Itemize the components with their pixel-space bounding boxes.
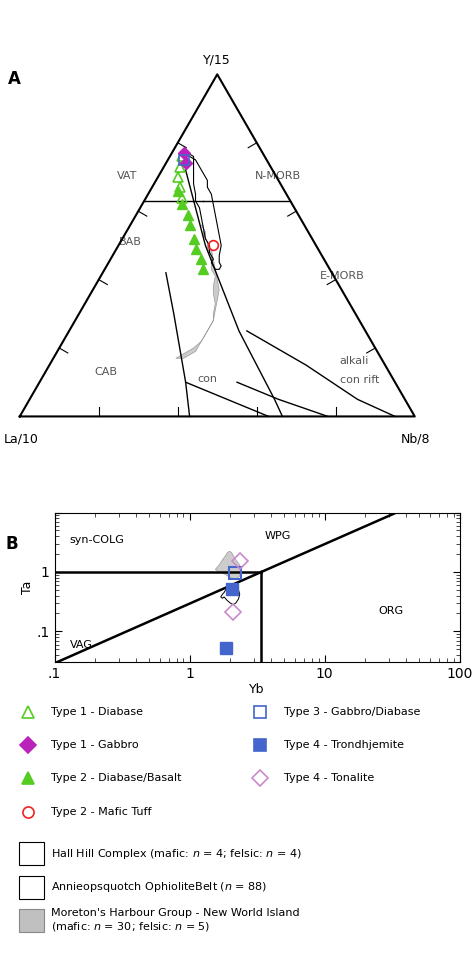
Text: Type 3 - Gabbro/Diabase: Type 3 - Gabbro/Diabase — [283, 707, 420, 717]
Text: CAB: CAB — [95, 367, 118, 377]
Text: BAB: BAB — [118, 237, 141, 248]
Polygon shape — [176, 225, 219, 359]
Text: Type 1 - Diabase: Type 1 - Diabase — [51, 707, 143, 717]
Text: Hall Hill Complex (mafic: $n$ = 4; felsic: $n$ = 4): Hall Hill Complex (mafic: $n$ = 4; felsi… — [51, 847, 302, 861]
Text: syn-COLG: syn-COLG — [70, 535, 125, 544]
Text: Nb/8: Nb/8 — [401, 432, 430, 445]
Y-axis label: Ta: Ta — [21, 581, 34, 594]
Text: con rift: con rift — [340, 375, 379, 385]
Text: N-MORB: N-MORB — [255, 171, 301, 182]
X-axis label: Yb: Yb — [249, 683, 265, 695]
Text: Annieopsquotch OphioliteBelt ($n$ = 88): Annieopsquotch OphioliteBelt ($n$ = 88) — [51, 880, 268, 894]
Text: Type 4 - Trondhjemite: Type 4 - Trondhjemite — [283, 740, 403, 750]
Text: Type 1 - Gabbro: Type 1 - Gabbro — [51, 740, 139, 750]
Text: Moreton's Harbour Group - New World Island
(mafic: $n$ = 30; felsic: $n$ = 5): Moreton's Harbour Group - New World Isla… — [51, 908, 300, 933]
Text: E-MORB: E-MORB — [320, 271, 365, 280]
Text: VAG: VAG — [70, 639, 93, 650]
FancyBboxPatch shape — [19, 909, 45, 932]
Polygon shape — [215, 551, 241, 579]
Text: ORG: ORG — [378, 606, 403, 616]
Text: La/10: La/10 — [4, 432, 39, 445]
Text: alkali: alkali — [340, 356, 369, 366]
Text: VAT: VAT — [117, 171, 137, 182]
Text: Y/15: Y/15 — [203, 53, 231, 67]
Text: A: A — [8, 71, 21, 88]
Text: Type 2 - Diabase/Basalt: Type 2 - Diabase/Basalt — [51, 774, 182, 783]
Text: B: B — [6, 535, 18, 553]
Text: con: con — [198, 374, 218, 384]
Text: WPG: WPG — [265, 531, 291, 542]
Text: Type 4 - Tonalite: Type 4 - Tonalite — [283, 774, 374, 783]
Text: Type 2 - Mafic Tuff: Type 2 - Mafic Tuff — [51, 806, 152, 817]
